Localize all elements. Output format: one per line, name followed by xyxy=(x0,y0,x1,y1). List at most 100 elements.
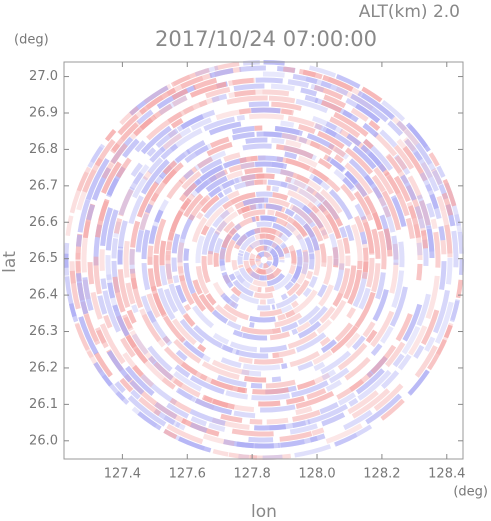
echo-arc xyxy=(183,303,192,312)
echo-arc xyxy=(110,136,134,164)
echo-arc xyxy=(132,364,144,378)
echo-arc xyxy=(379,129,398,148)
echo-arc xyxy=(231,125,255,135)
echo-arc xyxy=(158,95,188,116)
echo-arc xyxy=(100,278,108,290)
echo-arc xyxy=(306,201,320,214)
echo-arc xyxy=(279,241,287,249)
echo-arc xyxy=(316,319,333,335)
echo-arc xyxy=(295,332,327,353)
y-unit: (deg) xyxy=(14,33,49,48)
echo-arc xyxy=(420,161,433,179)
echo-arc xyxy=(249,253,256,267)
echo-arc xyxy=(118,188,134,217)
echo-arc xyxy=(129,171,144,191)
echo-arc xyxy=(69,261,76,284)
echo-arc xyxy=(226,170,243,181)
echo-arc xyxy=(298,188,320,206)
echo-arc xyxy=(250,264,258,270)
echo-arc xyxy=(292,409,321,422)
echo-arc xyxy=(202,433,235,447)
echo-arc xyxy=(129,249,136,274)
echo-arc xyxy=(228,89,263,99)
echo-arc xyxy=(177,238,186,263)
echo-arc xyxy=(354,215,365,233)
echo-arc xyxy=(373,383,404,412)
echo-arc xyxy=(95,198,110,238)
echo-arc xyxy=(229,293,240,303)
echo-arc xyxy=(384,171,404,200)
echo-arc xyxy=(190,117,212,131)
echo-arc xyxy=(288,197,312,215)
echo-arc xyxy=(420,230,429,249)
echo-arc xyxy=(250,271,267,281)
echo-arc xyxy=(285,309,296,319)
echo-arc xyxy=(438,225,446,241)
echo-arc xyxy=(179,182,198,203)
echo-arc xyxy=(365,329,378,344)
echo-arc xyxy=(65,215,74,236)
echo-arc xyxy=(362,122,379,138)
echo-arc xyxy=(271,376,282,383)
echo-arc xyxy=(337,392,356,406)
echo-arc xyxy=(296,262,309,285)
echo-arc xyxy=(319,402,339,415)
echo-arc xyxy=(344,356,371,381)
echo-arc xyxy=(262,89,290,97)
echo-arc xyxy=(340,183,356,202)
echo-arc xyxy=(393,144,415,170)
echo-arc xyxy=(238,108,252,115)
echo-arc xyxy=(147,245,154,266)
echo-arc xyxy=(384,341,406,368)
echo-arc xyxy=(157,287,176,321)
echo-arc xyxy=(101,162,115,180)
echo-arc xyxy=(407,124,429,149)
echo-arc xyxy=(396,138,424,174)
echo-arc xyxy=(166,231,175,251)
echo-arc xyxy=(105,209,119,251)
echo-arc xyxy=(334,322,353,342)
echo-arc xyxy=(433,231,441,268)
echo-arc xyxy=(344,147,374,175)
echo-arc xyxy=(212,209,231,228)
echo-arc xyxy=(255,254,262,260)
echo-arc xyxy=(371,228,381,259)
echo-arc xyxy=(308,211,329,240)
echo-arc xyxy=(416,194,432,229)
echo-arc xyxy=(313,246,321,276)
x-unit: (deg) xyxy=(453,485,488,500)
echo-arc xyxy=(105,255,112,281)
echo-arc xyxy=(333,432,358,448)
echo-arc xyxy=(277,313,287,321)
y-axis-label: lat xyxy=(0,251,20,273)
echo-arc xyxy=(441,210,453,254)
echo-arc xyxy=(244,375,267,383)
echo-arc xyxy=(83,313,99,343)
echo-arc xyxy=(211,309,229,324)
echo-arc xyxy=(194,65,219,77)
echo-arc xyxy=(253,357,284,365)
echo-arc xyxy=(426,202,436,218)
echo-arc xyxy=(380,370,400,390)
y-tick-label: 26.3 xyxy=(29,324,58,339)
echo-arc xyxy=(284,176,292,183)
echo-arc xyxy=(222,200,233,210)
echo-arc xyxy=(195,265,210,295)
echo-arc xyxy=(140,159,170,195)
echo-arc xyxy=(295,98,329,114)
echo-arc xyxy=(252,279,268,287)
echo-arc xyxy=(451,230,459,268)
echo-arc xyxy=(396,120,408,132)
echo-arc xyxy=(313,361,326,372)
echo-arc xyxy=(285,222,297,233)
echo-arc xyxy=(311,205,334,235)
echo-arc xyxy=(219,249,226,266)
echo-arc xyxy=(436,195,446,212)
echo-arc xyxy=(212,448,229,458)
echo-arc xyxy=(271,137,285,145)
echo-arc xyxy=(308,173,331,191)
echo-arc xyxy=(461,217,464,253)
echo-arc xyxy=(174,148,191,164)
echo-arc xyxy=(162,160,178,175)
echo-arc xyxy=(200,224,210,236)
